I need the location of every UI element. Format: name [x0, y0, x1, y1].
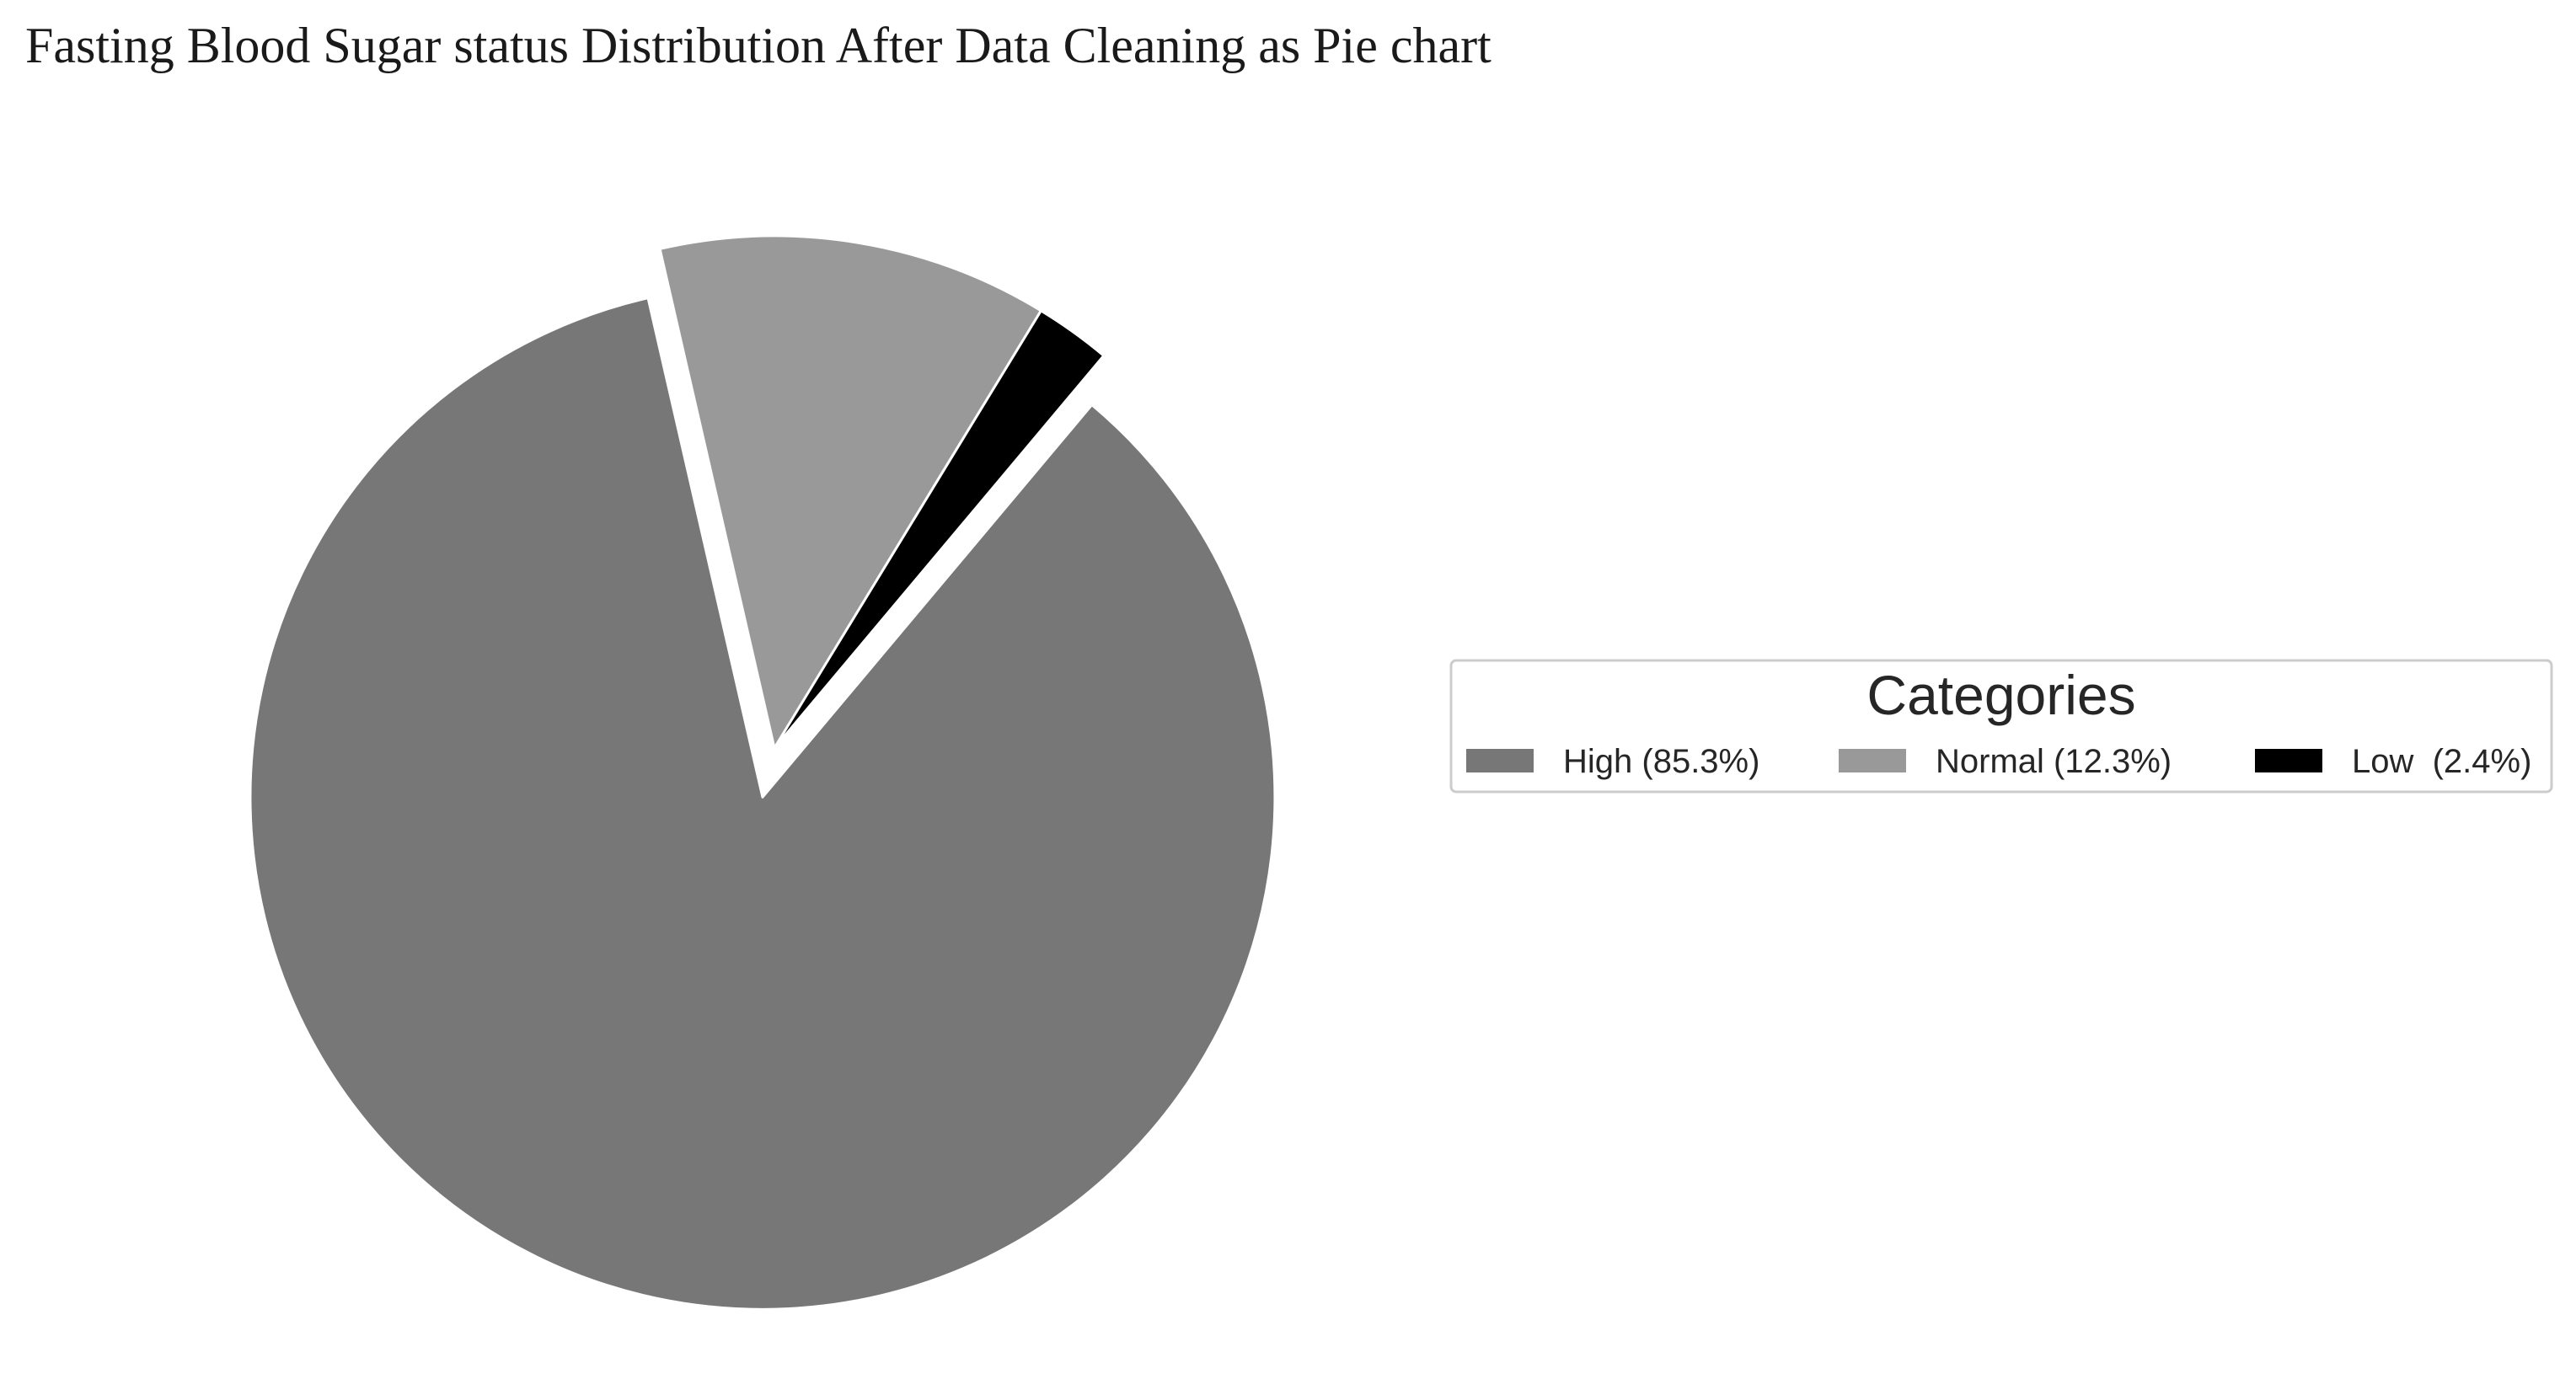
legend-label-0: High (85.3%)	[1563, 743, 1759, 780]
legend-swatch-0	[1466, 749, 1534, 772]
pie-slice-high	[249, 297, 1277, 1311]
legend-swatch-2	[2255, 749, 2322, 772]
pie-slices	[249, 234, 1277, 1311]
legend-label-1: Normal (12.3%)	[1936, 743, 2172, 780]
pie-slice-normal	[658, 234, 1042, 750]
legend-label-2: Low (2.4%)	[2352, 743, 2531, 780]
legend-swatch-1	[1839, 749, 1906, 772]
legend-title: Categories	[1866, 664, 2135, 726]
pie-slice-low	[773, 309, 1106, 750]
chart-title: Fasting Blood Sugar status Distribution …	[25, 18, 1492, 73]
legend: Categories High (85.3%) Normal (12.3%) Low…	[1449, 659, 2553, 794]
